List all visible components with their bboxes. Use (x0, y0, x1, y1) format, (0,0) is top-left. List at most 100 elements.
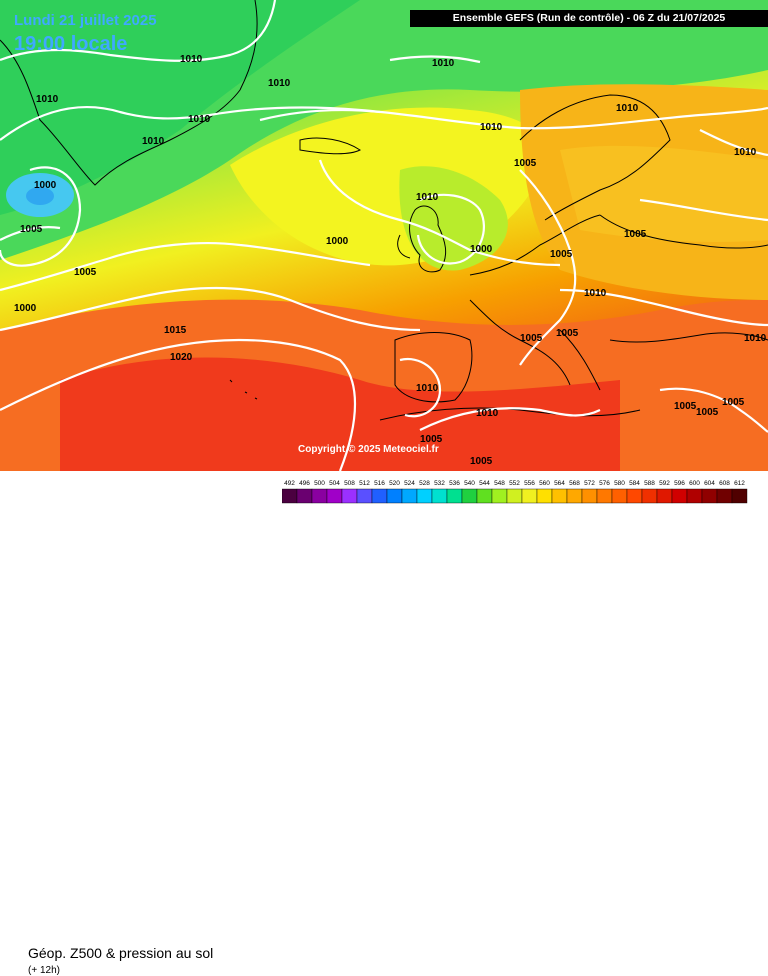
scale-tick-label: 528 (419, 480, 430, 487)
scale-swatch (536, 488, 553, 504)
forecast-map: 1010 1010 1010 1010 1010 1010 1010 1010 1000 1005… (0, 0, 768, 471)
isobar-label: 1015 (164, 325, 187, 336)
scale-tick-label: 504 (329, 480, 340, 487)
scale-swatch (476, 488, 493, 504)
scale-tick-label: 532 (434, 480, 445, 487)
scale-swatch (296, 488, 313, 504)
z500-band-red (60, 357, 620, 471)
isobars (0, 0, 768, 471)
isobar-label: 1010 (142, 136, 165, 147)
scale-tick-label: 552 (509, 480, 520, 487)
scale-tick-label: 608 (719, 480, 730, 487)
scale-swatch (701, 488, 718, 504)
scale-tick-label: 540 (464, 480, 475, 487)
scale-swatch (716, 488, 733, 504)
isobar-label: 1010 (268, 78, 291, 89)
isobar-labels: 1010 1010 1010 1010 1010 1010 1010 1010 1000 1005… (14, 54, 767, 467)
forecast-local-time: 19:00 locale (14, 33, 128, 55)
scale-tick-label: 496 (299, 480, 310, 487)
lead-time-label: (+ 12h) (28, 965, 60, 976)
isobar-label: 1005 (696, 407, 719, 418)
isobar-label: 1005 (20, 224, 43, 235)
scale-swatch (671, 488, 688, 504)
isobar-label: 1010 (616, 103, 639, 114)
scale-swatch (311, 488, 328, 504)
scale-tick-label: 612 (734, 480, 745, 487)
scale-tick-label: 560 (539, 480, 550, 487)
isobar-label: 1010 (188, 114, 211, 125)
scale-swatch (491, 488, 508, 504)
coastlines (0, 0, 768, 421)
scale-tick-label: 500 (314, 480, 325, 487)
scale-swatch (641, 488, 658, 504)
scale-swatch (581, 488, 598, 504)
isobar-label: 1005 (420, 434, 443, 445)
scale-swatch (416, 488, 433, 504)
scale-swatch (731, 488, 748, 504)
scale-tick-label: 512 (359, 480, 370, 487)
scale-tick-label: 556 (524, 480, 535, 487)
scale-swatch (686, 488, 703, 504)
scale-tick-label: 576 (599, 480, 610, 487)
scale-tick-label: 524 (404, 480, 415, 487)
scale-tick-label: 544 (479, 480, 490, 487)
scale-swatch (371, 488, 388, 504)
isobar-label: 1000 (14, 303, 37, 314)
scale-tick-label: 548 (494, 480, 505, 487)
isobar-label: 1005 (520, 333, 543, 344)
scale-swatch (446, 488, 463, 504)
isobar-label: 1005 (74, 267, 97, 278)
isobar-label: 1000 (326, 236, 349, 247)
scale-tick-label: 596 (674, 480, 685, 487)
isobar-label: 1005 (550, 249, 573, 260)
scale-tick-label: 520 (389, 480, 400, 487)
isobar-label: 1010 (416, 383, 439, 394)
z500-band-light-orange (560, 145, 768, 242)
scale-tick-label: 516 (374, 480, 385, 487)
isobar-label: 1020 (170, 352, 193, 363)
isobar-label: 1005 (624, 229, 647, 240)
scale-swatch (282, 488, 298, 504)
isobar-label: 1005 (470, 456, 493, 467)
scale-tick-label: 572 (584, 480, 595, 487)
scale-tick-label: 492 (284, 480, 295, 487)
variable-label: Géop. Z500 & pression au sol (28, 945, 214, 961)
scale-swatch (656, 488, 673, 504)
isobar-label: 1010 (36, 94, 59, 105)
z500-band-dark-green (0, 0, 360, 215)
run-title: Ensemble GEFS (Run de contrôle) - 06 Z d… (410, 10, 768, 27)
scale-swatch (341, 488, 358, 504)
color-scale-legend: 492 496 500 504 508 512 516 520 524 528 532 536 540 5… (282, 480, 748, 504)
copyright-text: Copyright © 2025 Meteociel.fr (298, 444, 439, 455)
isobar-label: 1010 (432, 58, 455, 69)
scale-swatch (551, 488, 568, 504)
scale-swatch (521, 488, 538, 504)
scale-tick-label: 564 (554, 480, 565, 487)
scale-swatch (326, 488, 343, 504)
isobar-label: 1010 (416, 192, 439, 203)
isobar-label: 1000 (470, 244, 493, 255)
scale-tick-label: 584 (629, 480, 640, 487)
isobar-label: 1005 (556, 328, 579, 339)
isobar-label: 1010 (744, 333, 767, 344)
scale-tick-label: 592 (659, 480, 670, 487)
scale-swatch (401, 488, 418, 504)
isobar-label: 1010 (480, 122, 503, 133)
isobar-label: 1010 (180, 54, 203, 65)
scale-swatch (566, 488, 583, 504)
scale-tick-label: 604 (704, 480, 715, 487)
forecast-date: Lundi 21 juillet 2025 (14, 12, 157, 29)
isobar-label: 1010 (476, 408, 499, 419)
isobar-label: 1010 (584, 288, 607, 299)
scale-swatch (461, 488, 478, 504)
scale-swatch (626, 488, 643, 504)
scale-tick-label: 508 (344, 480, 355, 487)
scale-swatch (611, 488, 628, 504)
isobar-label: 1005 (722, 397, 745, 408)
isobar-label: 1000 (34, 180, 57, 191)
isobar-label: 1010 (734, 147, 757, 158)
scale-tick-label: 600 (689, 480, 700, 487)
scale-swatch (506, 488, 523, 504)
scale-tick-label: 536 (449, 480, 460, 487)
